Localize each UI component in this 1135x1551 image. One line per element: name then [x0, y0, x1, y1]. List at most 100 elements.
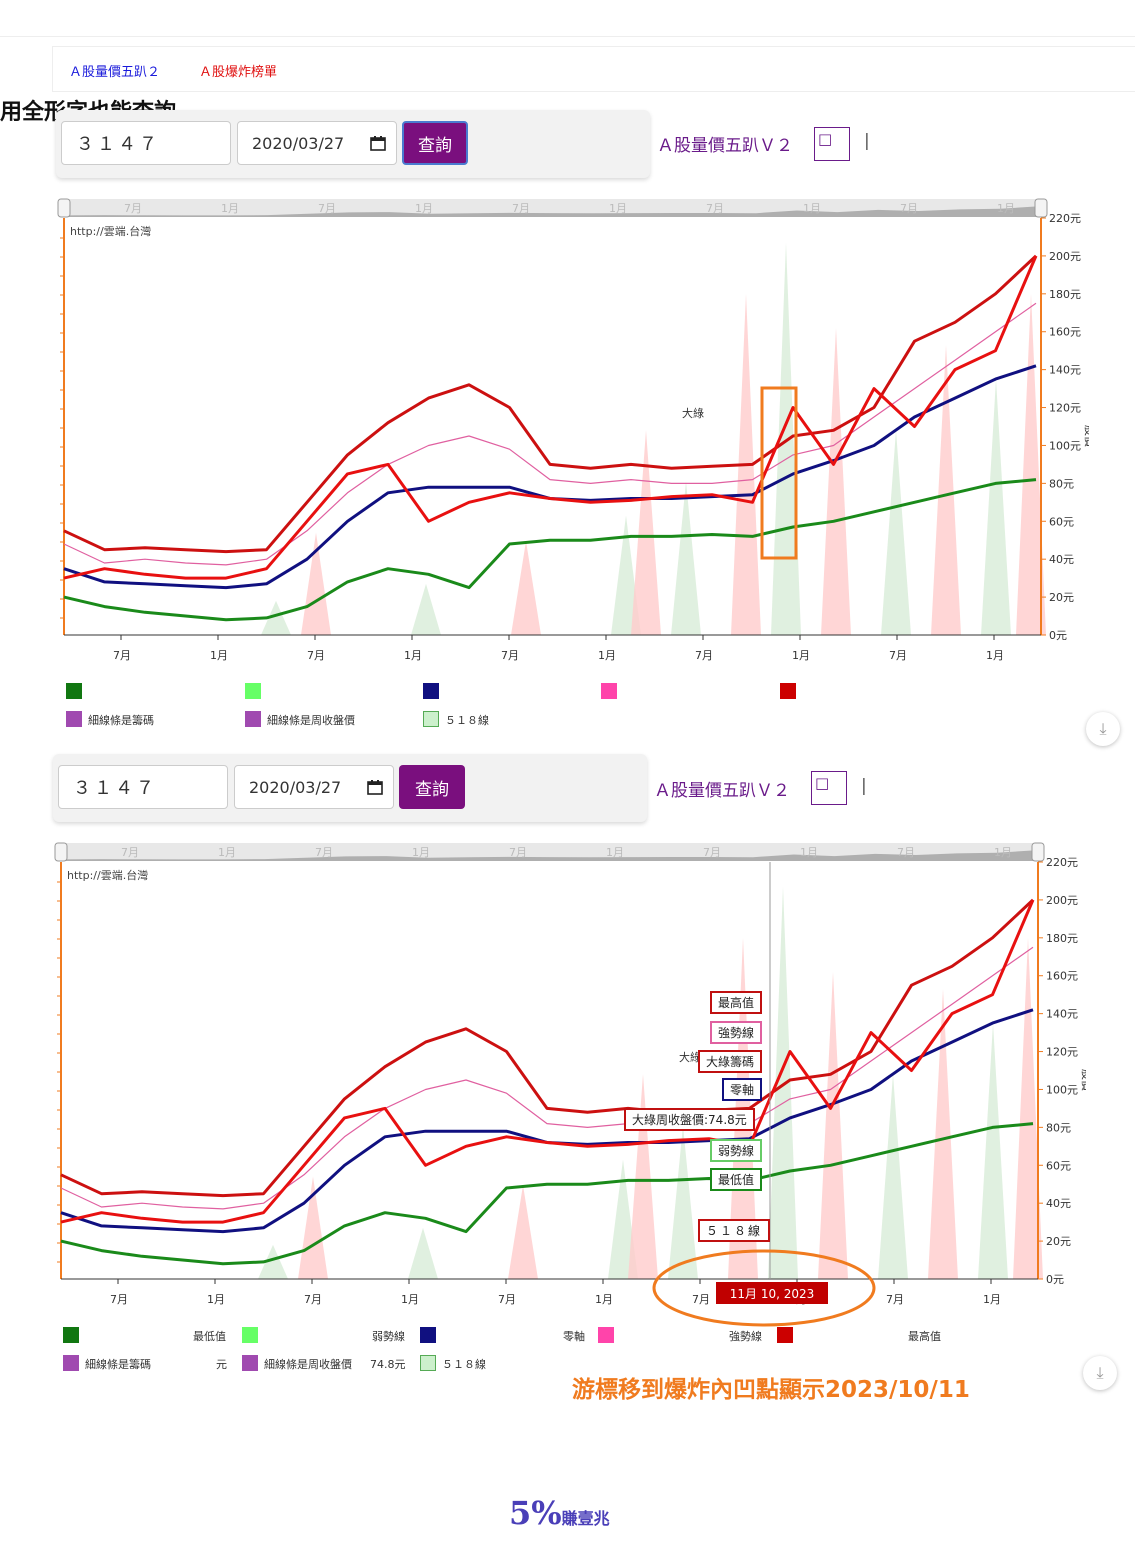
y-tick-label: 140元	[1049, 364, 1081, 377]
header-divider	[0, 36, 1135, 37]
series-line-strong	[60, 946, 1034, 1210]
legend2-strong-swatch[interactable]	[598, 1327, 614, 1343]
y-tick-label: 200元	[1046, 894, 1078, 907]
query-button-2[interactable]: 查詢	[399, 765, 465, 809]
legend-chips-swatch[interactable]	[66, 711, 82, 727]
v2-symbol: □	[815, 774, 830, 792]
volume-area	[1013, 937, 1043, 1279]
y-tick-label: 80元	[1049, 477, 1074, 490]
chart-annotation: 大綠	[682, 406, 704, 420]
y-tick-label: 220元	[1049, 212, 1081, 225]
y-tick-label: 20元	[1049, 591, 1074, 604]
calendar-icon[interactable]	[370, 135, 386, 151]
navigator-tick-label: 1月	[609, 202, 627, 215]
volume-area	[301, 532, 331, 635]
navigator-handle-left[interactable]	[54, 842, 68, 862]
legend-zero-swatch[interactable]	[423, 683, 439, 699]
tab-explosion-list[interactable]: Ａ股爆炸榜單	[199, 65, 278, 80]
x-tick-label: 7月	[110, 1293, 128, 1306]
legend2-zero-swatch[interactable]	[420, 1327, 436, 1343]
volume-area	[628, 1074, 658, 1279]
legend2-518-label: ５１８線	[442, 1358, 486, 1371]
legend-close-swatch[interactable]	[245, 711, 261, 727]
stock-code-input-2[interactable]: ３１４７	[58, 765, 228, 809]
volume-area	[771, 242, 801, 635]
legend2-high-swatch[interactable]	[777, 1327, 793, 1343]
v2-box-2[interactable]: □	[811, 771, 847, 805]
chart-watermark: http://雲端.台灣	[70, 224, 151, 238]
navigator-tick-label: 1月	[412, 846, 430, 859]
x-tick-label: 7月	[889, 649, 907, 662]
legend2-close-swatch[interactable]	[242, 1355, 258, 1371]
y-tick-label: 40元	[1046, 1197, 1071, 1210]
navigator-tick-label: 1月	[218, 846, 236, 859]
tooltip-chips: 大綠籌碼	[698, 1050, 763, 1073]
y-tick-label: 0元	[1046, 1273, 1064, 1286]
download-icon[interactable]: ⤓	[1083, 1356, 1117, 1390]
volume-area	[408, 1227, 438, 1279]
y-tick-label: 0元	[1049, 629, 1067, 642]
v2-link-2[interactable]: Ａ股量價五趴Ｖ２	[654, 781, 790, 801]
legend-close-label: 細線條是周收盤價	[267, 714, 355, 727]
volume-area	[631, 430, 661, 635]
legend2-weak-swatch[interactable]	[242, 1327, 258, 1343]
x-tick-label: 1月	[401, 1293, 419, 1306]
query-button[interactable]: 查詢	[402, 121, 468, 165]
stock-code-input[interactable]: ３１４７	[61, 121, 231, 165]
legend2-chips-swatch[interactable]	[63, 1355, 79, 1371]
x-tick-label: 1月	[792, 649, 810, 662]
date-value: 2020/03/27	[252, 133, 345, 153]
legend-high-swatch[interactable]	[780, 683, 796, 699]
legend2-zero-label: 零軸	[563, 1330, 585, 1343]
volume-area	[258, 1244, 288, 1279]
legend-low-swatch[interactable]	[66, 683, 82, 699]
y-tick-label: 100元	[1049, 439, 1081, 452]
legend2-low-label: 最低值	[193, 1330, 226, 1343]
tab-a-stock-v2[interactable]: Ａ股量價五趴２	[69, 65, 161, 80]
stock-chart-2[interactable]: 7月 1月 7月 1月 7月 1月 7月 1月 7月 1月 http://雲端.台灣 0元 20元 40元…	[43, 839, 1086, 1314]
volume-area	[881, 430, 911, 635]
date-input[interactable]: 2020/03/27	[237, 121, 397, 165]
tooltip-zero: 零軸	[722, 1078, 763, 1101]
brand-main: 5%	[509, 1494, 562, 1532]
legend-strong-swatch[interactable]	[601, 683, 617, 699]
x-tick-label: 1月	[404, 649, 422, 662]
legend2-strong-label: 強勢線	[729, 1330, 762, 1343]
volume-area	[878, 1074, 908, 1279]
legend2-518-swatch[interactable]	[420, 1355, 436, 1371]
legend-weak-swatch[interactable]	[245, 683, 261, 699]
date-input-2[interactable]: 2020/03/27	[234, 765, 394, 809]
navigator-tick-label: 1月	[997, 202, 1015, 215]
x-tick-label: 7月	[886, 1293, 904, 1306]
legend2-low-swatch[interactable]	[63, 1327, 79, 1343]
x-tick-label: 7月	[498, 1293, 516, 1306]
tooltip-518: ５１８線	[698, 1219, 771, 1242]
y-tick-label: 160元	[1049, 326, 1081, 339]
x-tick-label: 7月	[695, 649, 713, 662]
series-line-close	[60, 899, 1035, 1224]
highlight-rect	[760, 386, 798, 560]
legend-518-swatch[interactable]	[423, 711, 439, 727]
x-tick-label: 7月	[113, 649, 131, 662]
brand-logo: 5%賺壹兆	[509, 1494, 610, 1532]
v2-link[interactable]: Ａ股量價五趴Ｖ２	[657, 136, 793, 156]
legend2-unit: 元	[216, 1358, 227, 1371]
navigator-tick-label: 1月	[803, 202, 821, 215]
y-tick-label: 60元	[1046, 1159, 1071, 1172]
volume-area	[928, 988, 958, 1279]
y-tick-label: 180元	[1049, 288, 1081, 301]
chart-watermark: http://雲端.台灣	[67, 868, 148, 882]
y-tick-label: 160元	[1046, 970, 1078, 983]
stock-chart-1[interactable]: 7月 1月 7月 1月 7月 1月 7月 1月 7月 1月 http://雲端.台灣 0元 20元 40元…	[46, 195, 1089, 670]
calendar-icon[interactable]	[367, 779, 383, 795]
navigator-handle-right[interactable]	[1034, 198, 1048, 218]
navigator-tick-label: 7月	[703, 846, 721, 859]
navigator-tick-label: 1月	[994, 846, 1012, 859]
series-line-top	[60, 898, 1035, 1198]
x-tick-label: 1月	[983, 1293, 1001, 1306]
y-axis-label: 股價	[1080, 1069, 1086, 1091]
navigator-handle-right[interactable]	[1031, 842, 1045, 862]
download-icon[interactable]: ⤓	[1086, 712, 1120, 746]
v2-box[interactable]: □	[814, 127, 850, 161]
navigator-handle-left[interactable]	[57, 198, 71, 218]
